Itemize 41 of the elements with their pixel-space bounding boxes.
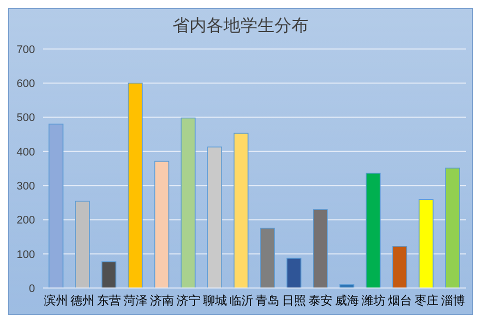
bar (445, 168, 460, 288)
x-tick-label: 淄博 (440, 294, 465, 308)
y-tick-label: 200 (16, 214, 35, 227)
y-tick-label: 700 (16, 44, 35, 56)
bar (339, 284, 354, 288)
x-tick-label: 滨州 (44, 294, 68, 308)
x-tick-label: 威海 (335, 294, 360, 308)
bar (75, 200, 90, 288)
y-tick-label: 500 (16, 112, 35, 124)
y-tick-label: 100 (16, 248, 35, 261)
x-tick-label: 济南 (150, 294, 174, 308)
bar (101, 261, 116, 288)
bar (366, 172, 381, 288)
x-tick-label: 青岛 (256, 294, 280, 308)
bar (180, 118, 196, 288)
x-tick-label: 菏泽 (124, 294, 148, 308)
x-tick-label: 日照 (282, 294, 306, 308)
y-tick-label: 400 (16, 146, 35, 158)
bar (128, 82, 143, 288)
bar (392, 246, 408, 288)
x-tick-label: 泰安 (308, 294, 333, 308)
x-tick-label: 枣庄 (414, 294, 438, 308)
x-tick-label: 烟台 (388, 294, 412, 308)
bar (207, 146, 222, 288)
y-tick-label: 600 (16, 78, 35, 90)
bar (48, 124, 64, 288)
x-tick-label: 德州 (70, 294, 95, 308)
bar (286, 258, 302, 288)
bar (418, 199, 434, 288)
chart-title: 省内各地学生分布 (172, 15, 310, 38)
x-tick-label: 临沂 (229, 294, 254, 308)
x-tick-label: 聊城 (202, 294, 227, 308)
bar (312, 209, 328, 288)
bar (234, 132, 248, 288)
y-tick-label: 0 (28, 282, 35, 295)
bar (154, 160, 170, 288)
x-tick-label: 潍坊 (361, 294, 386, 308)
y-tick-label: 300 (16, 180, 35, 192)
x-tick-label: 济宁 (176, 294, 200, 308)
bar (260, 228, 275, 288)
x-tick-label: 东营 (97, 294, 122, 308)
